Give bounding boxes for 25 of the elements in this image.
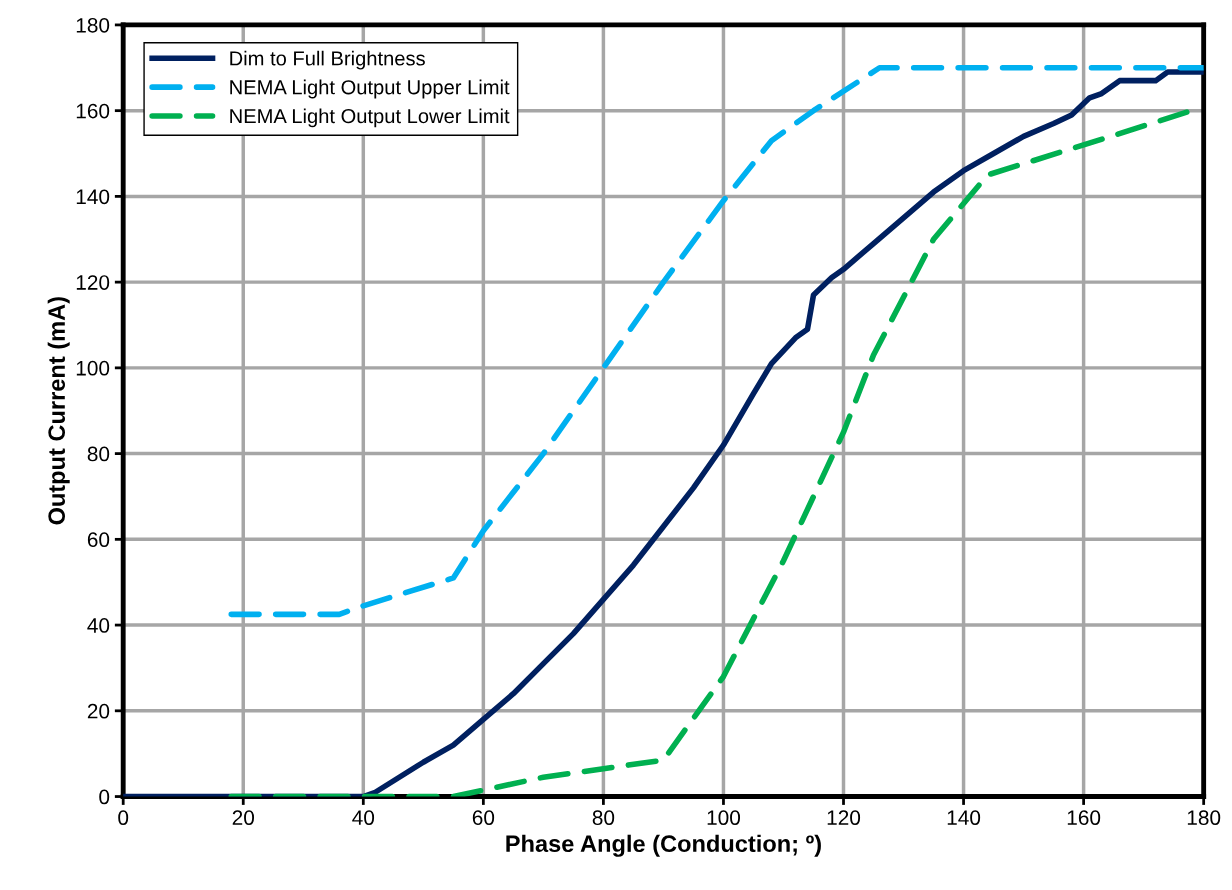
y-tick-label: 0 (99, 789, 110, 805)
y-tick-label: 80 (87, 446, 110, 462)
legend-label: Dim to Full Brightness (230, 50, 425, 70)
x-tick-label: 40 (352, 810, 375, 826)
x-axis-title: Phase Angle (Conduction; º) (506, 834, 821, 857)
y-tick-label: 100 (76, 360, 110, 376)
y-axis-title: Output Current (mA) (47, 297, 70, 525)
y-tick-label: 180 (76, 17, 110, 33)
x-tick-label: 20 (232, 810, 255, 826)
y-tick-label: 40 (87, 618, 110, 633)
x-tick-label: 0 (118, 810, 129, 826)
legend-label: NEMA Light Output Lower Limit (230, 108, 510, 128)
x-tick-label: 180 (1187, 810, 1221, 826)
y-tick-label: 160 (76, 103, 110, 119)
x-tick-label: 120 (827, 810, 861, 826)
y-tick-label: 60 (87, 532, 110, 548)
y-tick-label: 120 (76, 275, 110, 290)
y-tick-label: 140 (76, 189, 110, 205)
x-tick-label: 80 (592, 810, 615, 826)
legend-label: NEMA Light Output Upper Limit (230, 79, 510, 99)
x-tick-label: 100 (707, 810, 741, 826)
x-tick-label: 160 (1067, 810, 1101, 826)
x-tick-label: 140 (947, 810, 981, 826)
x-tick-label: 60 (472, 810, 495, 826)
y-tick-label: 20 (87, 703, 110, 719)
